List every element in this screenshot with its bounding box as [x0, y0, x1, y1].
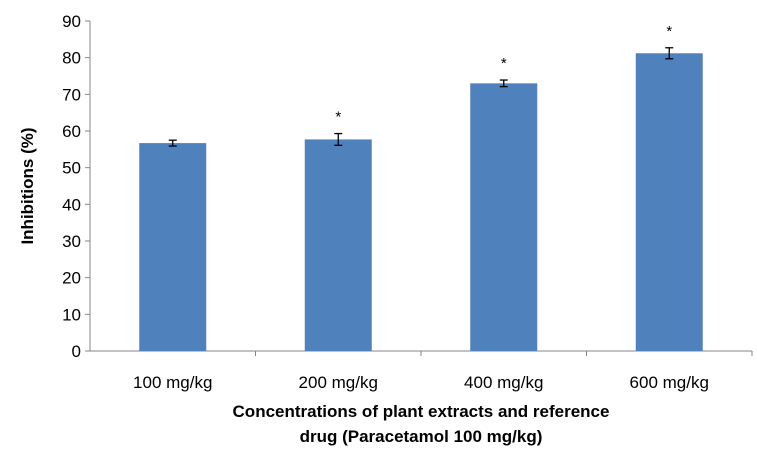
significance-marker: *	[335, 109, 341, 126]
x-category-label: 200 mg/kg	[299, 373, 378, 392]
error-bars	[168, 47, 674, 147]
x-axis-title-line: Concentrations of plant extracts and ref…	[233, 402, 610, 421]
y-tick-label: 20	[62, 269, 81, 288]
significance-marker: *	[666, 23, 672, 40]
y-tick-label: 10	[62, 305, 81, 324]
labels: 0 10 20 30 40 50 60 70 80 90 100 mg/kg * 200 mg/kg * 4…	[18, 12, 709, 446]
x-category-label: 400 mg/kg	[464, 373, 543, 392]
y-tick-label: 50	[62, 159, 81, 178]
y-tick-label: 80	[62, 49, 81, 68]
y-tick-label: 40	[62, 195, 81, 214]
x-category-label: 100 mg/kg	[133, 373, 212, 392]
x-axis-title-line: drug (Paracetamol 100 mg/kg)	[300, 427, 543, 446]
bars	[139, 53, 703, 352]
significance-marker: *	[501, 55, 507, 72]
y-tick-label: 70	[62, 85, 81, 104]
y-tick-label: 0	[72, 342, 81, 361]
x-category-label: 600 mg/kg	[630, 373, 709, 392]
bar-400-mg-kg	[470, 83, 538, 351]
y-tick-label: 90	[62, 12, 81, 31]
y-tick-label: 60	[62, 122, 81, 141]
bar-100-mg-kg	[139, 143, 207, 351]
y-tick-label: 30	[62, 232, 81, 251]
bar-600-mg-kg	[635, 53, 703, 352]
bar-200-mg-kg	[304, 139, 372, 351]
y-axis-title: Inhibitions (%)	[18, 127, 37, 244]
